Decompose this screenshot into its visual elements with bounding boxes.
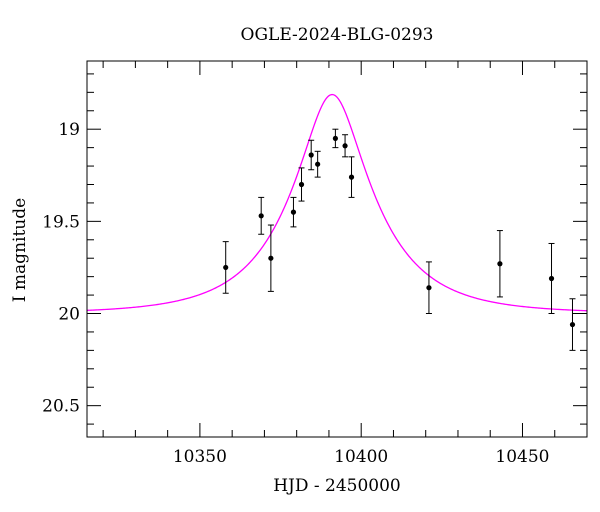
x-axis-label: HJD - 2450000 [273, 476, 401, 496]
data-point-group [222, 241, 229, 294]
data-point [298, 181, 305, 188]
data-point [268, 255, 274, 261]
axis-ticks [87, 61, 588, 437]
y-tick-label: 19 [58, 120, 80, 140]
y-tick-label: 20.5 [42, 397, 80, 417]
y-axis-label: I magnitude [10, 198, 30, 302]
plot-content [86, 93, 588, 351]
y-tick-label: 20 [58, 305, 80, 325]
data-point-group [332, 128, 339, 149]
x-tick-label: 10350 [173, 447, 227, 467]
y-tick-label: 19.5 [42, 212, 80, 232]
data-point [348, 174, 355, 180]
data-point-group [496, 230, 503, 298]
data-point-group [258, 196, 265, 235]
data-point-group [308, 139, 315, 171]
data-point [426, 285, 432, 291]
data-point [258, 213, 264, 219]
data-point [548, 275, 555, 282]
data-point-group [267, 224, 274, 292]
data-point-group [298, 167, 305, 202]
data-point-group [569, 298, 576, 351]
data-point [342, 143, 348, 149]
x-tick-label: 10450 [495, 447, 549, 467]
data-point-group [314, 150, 321, 178]
data-point-group [548, 242, 555, 315]
chart-title: OGLE-2024-BLG-0293 [241, 25, 434, 45]
data-point [315, 161, 321, 167]
data-point [308, 152, 314, 158]
data-point-group [348, 156, 355, 198]
data-point-group [290, 196, 297, 228]
data-point [497, 261, 503, 267]
data-point-group [425, 261, 432, 315]
data-point [332, 135, 338, 142]
data-point [290, 209, 297, 215]
model-curve [86, 93, 588, 312]
plot-frame [86, 60, 588, 438]
data-point [223, 264, 229, 271]
data-point-group [342, 134, 349, 158]
x-tick-label: 10400 [334, 447, 388, 467]
data-point [569, 321, 576, 328]
